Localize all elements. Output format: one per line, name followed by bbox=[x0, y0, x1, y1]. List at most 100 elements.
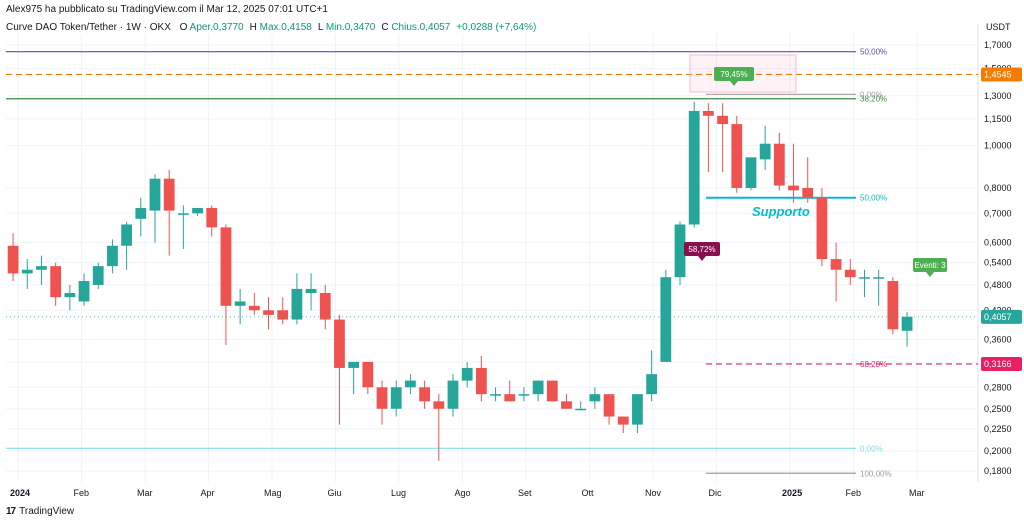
candle-body bbox=[135, 207, 147, 219]
price-tag-fib_orange bbox=[981, 67, 1022, 82]
ohlc-item: L Min.0,3470 bbox=[317, 22, 376, 33]
annotation-pointer bbox=[730, 81, 738, 86]
supporto-label: Supporto bbox=[752, 204, 810, 219]
x-tick-label: Giu bbox=[328, 488, 342, 498]
ohlc-value: +0,0288 (+7,64%) bbox=[456, 22, 537, 33]
candle-body bbox=[177, 213, 189, 215]
candle-body bbox=[688, 110, 700, 225]
candle-body bbox=[121, 224, 133, 246]
candle-body bbox=[277, 310, 289, 320]
y-tick-label: 1,1500 bbox=[984, 114, 1012, 124]
candle-body bbox=[50, 266, 62, 298]
candle-body bbox=[291, 288, 303, 320]
y-tick-label: 0,1800 bbox=[984, 466, 1012, 476]
annotation-pointer bbox=[926, 272, 934, 277]
candle-body bbox=[788, 185, 799, 191]
candle-body bbox=[206, 207, 218, 228]
candle-body bbox=[561, 401, 572, 409]
tradingview-brand: TradingView bbox=[19, 506, 75, 517]
y-tick-label: 0,2500 bbox=[984, 404, 1012, 414]
candle-body bbox=[632, 394, 643, 425]
symbol-name: Curve DAO Token/Tether · 1W · OKX bbox=[6, 22, 171, 33]
candle-body bbox=[21, 269, 33, 274]
candle-body bbox=[532, 380, 544, 395]
y-tick-label: 1,3000 bbox=[984, 91, 1012, 101]
y-tick-label: 0,7000 bbox=[984, 208, 1012, 218]
price-tag-fib_618 bbox=[981, 356, 1022, 371]
candle-body bbox=[248, 305, 260, 311]
y-tick-label: 0,8000 bbox=[984, 183, 1012, 193]
candle-body bbox=[830, 259, 842, 270]
tradingview-footer[interactable]: 17 TradingView bbox=[6, 506, 74, 517]
ohlc-value: Chius.0,4057 bbox=[391, 22, 451, 33]
y-tick-label: 0,2800 bbox=[984, 382, 1012, 392]
y-tick-label: 0,2250 bbox=[984, 424, 1012, 434]
candle-body bbox=[717, 115, 728, 125]
ohlc-item: +0,0288 (+7,64%) bbox=[456, 22, 536, 33]
candle-body bbox=[887, 281, 899, 330]
y-tick-label: 0,2000 bbox=[984, 446, 1012, 456]
candle-body bbox=[163, 178, 175, 211]
candle-body bbox=[220, 227, 232, 306]
x-tick-label: Apr bbox=[201, 488, 215, 498]
level-label: 68,20% bbox=[860, 360, 887, 369]
candle-body bbox=[362, 361, 374, 388]
y-tick-label: 0,6000 bbox=[984, 238, 1012, 248]
x-tick-label: Mag bbox=[264, 488, 282, 498]
level-label: 0,00% bbox=[860, 444, 883, 453]
candle-body bbox=[490, 394, 501, 396]
candle-body bbox=[589, 394, 601, 402]
ohlc-value: Aper.0,3770 bbox=[189, 22, 244, 33]
candle-body bbox=[745, 157, 757, 188]
candle-body bbox=[405, 380, 416, 388]
x-tick-label: Mar bbox=[137, 488, 153, 498]
annotation-bubble bbox=[714, 67, 754, 81]
candle-body bbox=[901, 316, 913, 331]
y-unit-label: USDT bbox=[986, 22, 1011, 32]
candle-body bbox=[234, 301, 246, 306]
candle-body bbox=[603, 394, 615, 417]
published-by-text: Alex975 ha pubblicato su TradingView.com… bbox=[6, 4, 328, 15]
x-tick-label: Mar bbox=[909, 488, 925, 498]
candle-body bbox=[390, 387, 402, 409]
annotation-text: 58,72% bbox=[688, 245, 715, 254]
current-price-tag bbox=[981, 309, 1022, 324]
candle-body bbox=[703, 110, 714, 116]
level-label: 0,00% bbox=[860, 90, 883, 99]
x-tick-label: Ago bbox=[455, 488, 471, 498]
candle-body bbox=[816, 197, 828, 260]
candle-body bbox=[263, 310, 274, 315]
x-tick-label: 2024 bbox=[10, 488, 30, 498]
level-label: 50,00% bbox=[860, 48, 887, 57]
candle-body bbox=[433, 401, 445, 409]
x-tick-label: Set bbox=[518, 488, 532, 498]
ohlc-item: C Chius.0,4057 bbox=[381, 22, 451, 33]
level-label: 50,00% bbox=[860, 194, 887, 203]
ohlc-item: H Max.0,4158 bbox=[249, 22, 312, 33]
candle-body bbox=[447, 380, 459, 409]
candle-body bbox=[575, 408, 587, 411]
candle-body bbox=[334, 319, 345, 368]
y-tick-label: 0,3600 bbox=[984, 335, 1012, 345]
candle-body bbox=[92, 266, 104, 285]
ohlc-item: O Aper.0,3770 bbox=[179, 22, 244, 33]
candle-body bbox=[64, 293, 76, 298]
annotation-bubble bbox=[913, 258, 947, 272]
candle-body bbox=[319, 293, 331, 320]
y-tick-label: 1,7000 bbox=[984, 40, 1012, 50]
ohlc-value: Max.0,4158 bbox=[259, 22, 312, 33]
x-tick-label: 2025 bbox=[782, 488, 802, 498]
y-tick-label: 1,0000 bbox=[984, 141, 1012, 151]
x-tick-label: Lug bbox=[391, 488, 406, 498]
x-tick-label: Dic bbox=[709, 488, 722, 498]
x-tick-label: Nov bbox=[645, 488, 662, 498]
candle-body bbox=[107, 245, 118, 267]
current-price-text: 0,4057 bbox=[984, 312, 1012, 322]
annotation-bubble bbox=[684, 242, 720, 256]
candle-body bbox=[36, 266, 47, 270]
candle-body bbox=[192, 207, 203, 214]
candle-body bbox=[646, 374, 658, 395]
candle-body bbox=[660, 277, 672, 362]
y-tick-label: 0,5400 bbox=[984, 258, 1012, 268]
